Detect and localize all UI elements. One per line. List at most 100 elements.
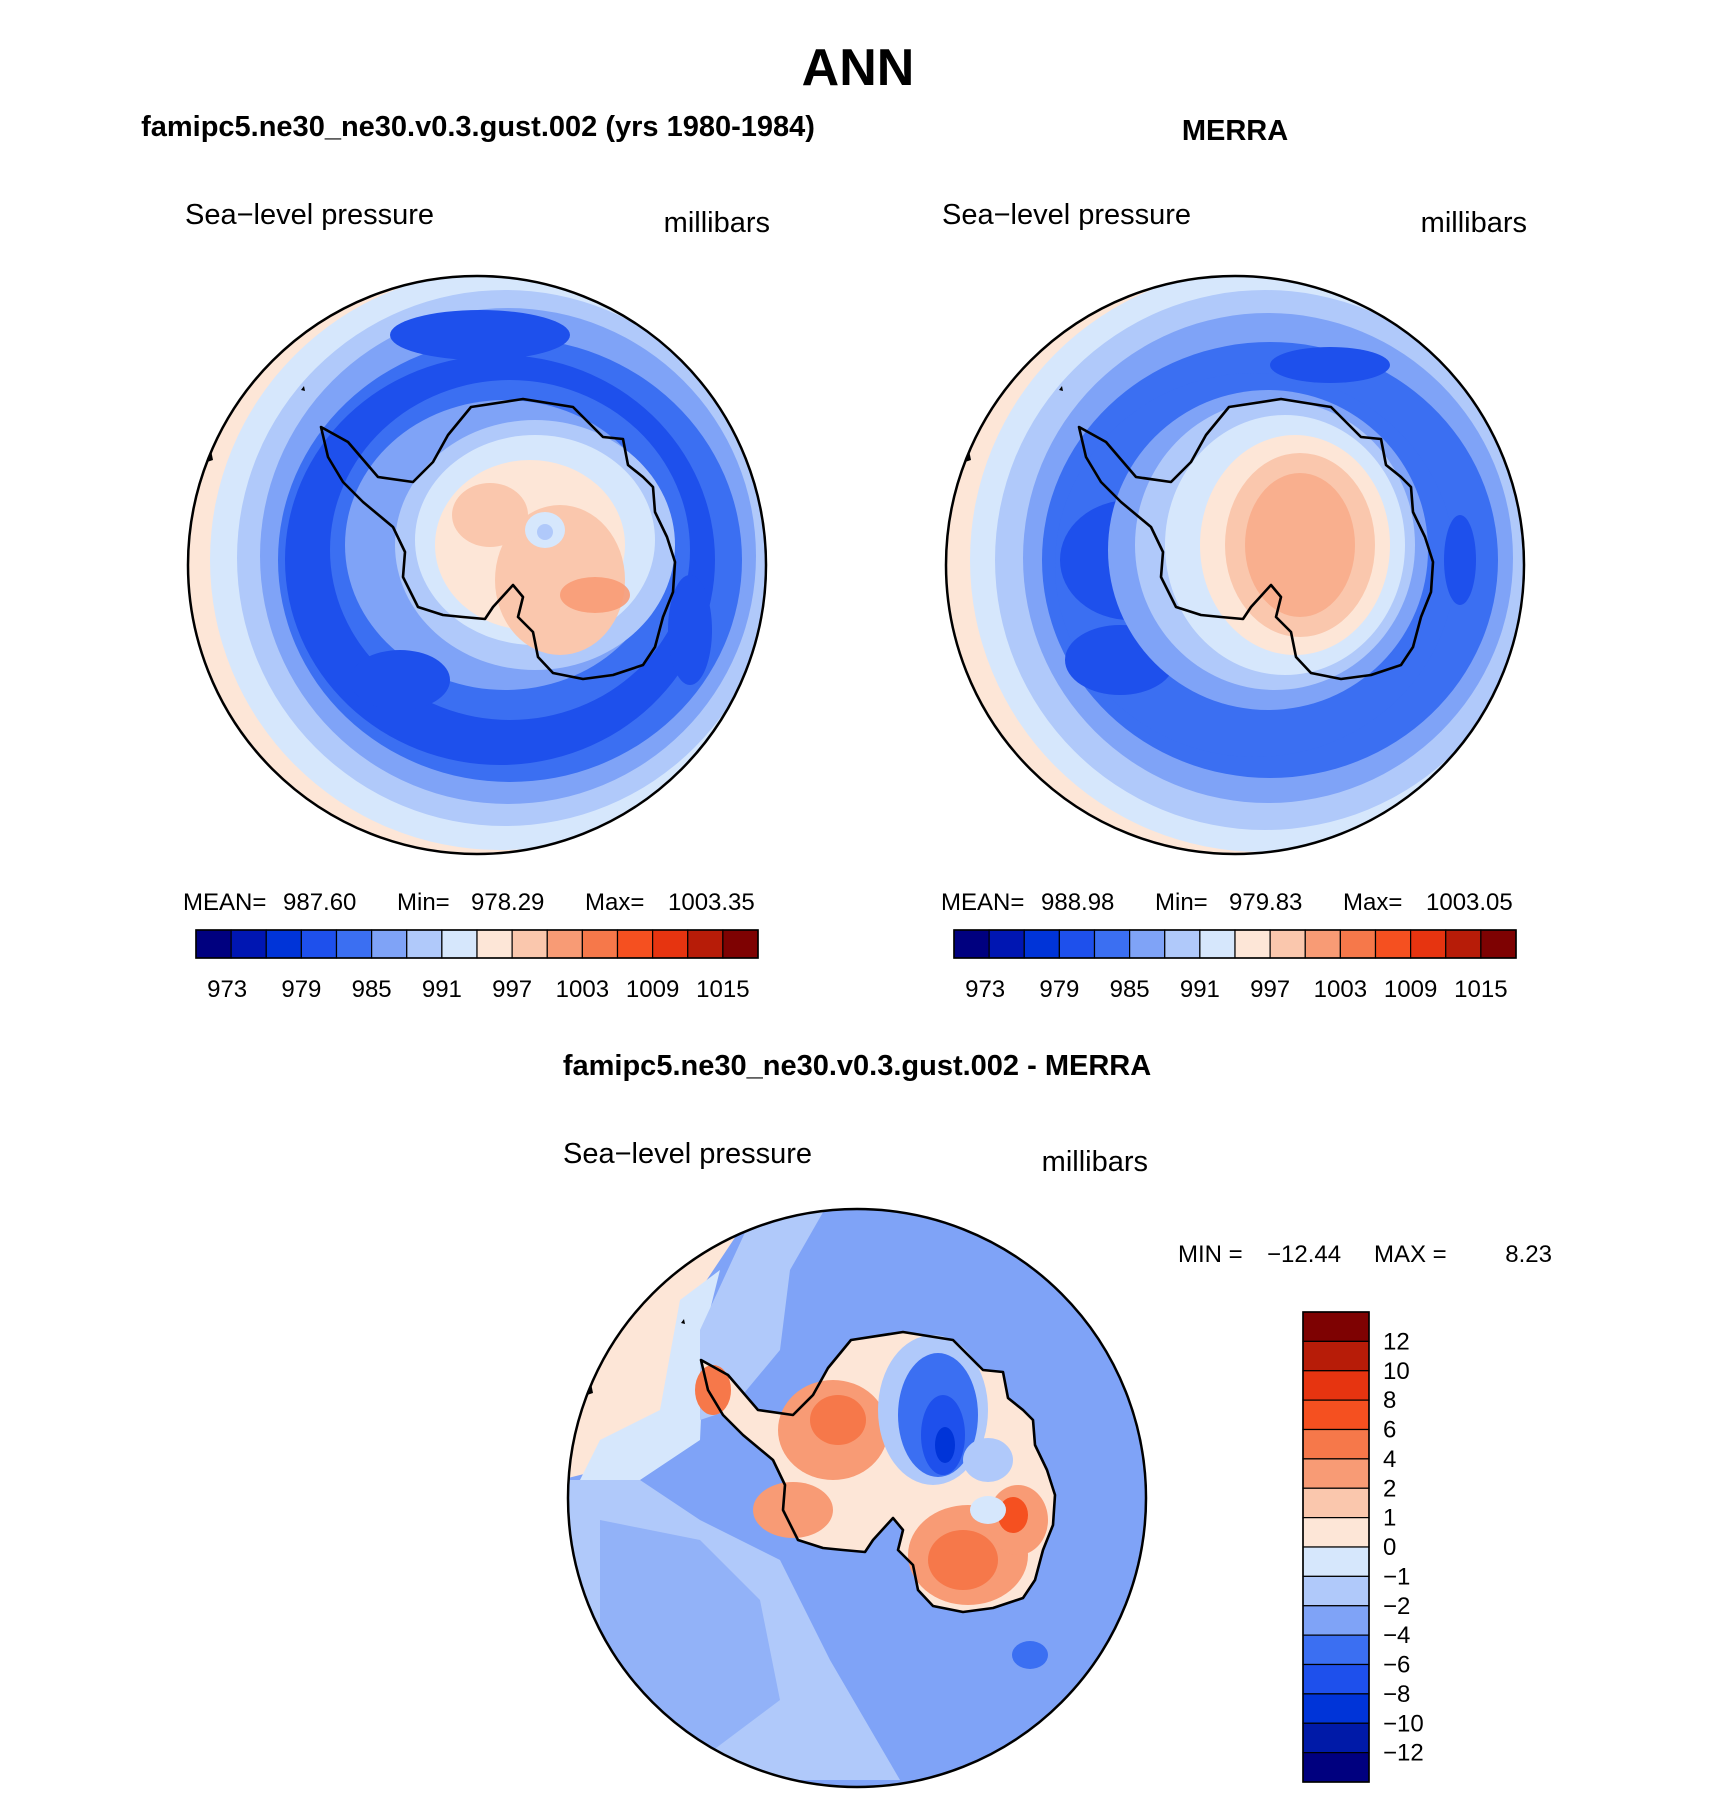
panel-model-colorbar-swatch [335,929,373,959]
panel-diff-colorbar-tick-label: −4 [1383,1622,1410,1649]
panel-model: famipc5.ne30_ne30.v0.3.gust.002 (yrs 198… [141,111,815,1003]
panel-merra-colorbar-swatch [1129,929,1166,959]
panel-model-colorbar-tick-label: 991 [422,976,462,1003]
panel-merra-map [946,276,1524,854]
panel-diff-colorbar-tick-label: −6 [1383,1652,1410,1679]
panel-merra-colorbar-tick-label: 985 [1110,976,1150,1003]
panel-merra-colorbar-swatch [988,929,1025,959]
panel-merra-colorbar: 973 979 985 991 997 1003 1009 1015 [953,929,1517,1003]
panel-merra-colorbar-swatch [1374,929,1412,959]
panel-merra-colorbar-swatch [953,929,990,959]
panel-merra-stats-max-label: Max= [1343,889,1402,916]
panel-diff-colorbar-tick-label: −8 [1383,1681,1410,1708]
panel-diff-colorbar-tick-label: 6 [1383,1417,1396,1444]
panel-model-colorbar-tick-label: 1015 [696,976,749,1003]
panel-model-colorbar-swatch [581,929,619,959]
panel-model-colorbar-tick-label: 997 [492,976,532,1003]
panel-diff-colorbar-tick-label: 10 [1383,1358,1410,1385]
panel-model-map [188,276,766,854]
panel-model-stats-mean: 987.60 [283,889,356,916]
panel-model-colorbar-swatch [265,929,302,959]
panel-model-stats-min-label: Min= [397,889,450,916]
panel-diff-stats-max-label: MAX = [1374,1241,1447,1268]
panel-diff-colorbar-swatch [1302,1752,1370,1783]
panel-merra-colorbar-tick-label: 1015 [1454,976,1507,1003]
panel-diff-map [568,1209,1146,1787]
panel-diff-colorbar-swatch [1302,1663,1370,1695]
panel-diff-colorbar-tick-label: −2 [1383,1593,1410,1620]
panel-merra-colorbar-frame [953,929,1517,959]
panel-merra-units: millibars [1421,207,1527,239]
panel-model-stats-max-label: Max= [585,889,644,916]
panel-diff-colorbar-swatch [1302,1634,1370,1666]
panel-diff-colorbar-swatch [1302,1693,1370,1724]
panel-merra-stats-mean: 988.98 [1041,889,1114,916]
panel-merra-colorbar-swatch [1234,929,1271,959]
panel-diff-colorbar-tick-label: −12 [1383,1740,1424,1767]
panel-diff-colorbar-tick-label: 12 [1383,1328,1410,1355]
panel-model-colorbar-swatch [300,929,338,959]
panel-merra-colorbar-swatch [1339,929,1377,959]
panel-diff: famipc5.ne30_ne30.v0.3.gust.002 - MERRA … [563,1050,1552,1789]
main-title: ANN [802,39,915,97]
panel-model-colorbar-tick-label: 1009 [626,976,679,1003]
panel-model-colorbar-swatch [546,929,583,959]
panel-diff-colorbar-swatch [1302,1605,1370,1636]
panel-merra-colorbar-tick-label: 979 [1039,976,1079,1003]
panel-diff-stats-min-label: MIN = [1178,1241,1243,1268]
panel-merra-variable: Sea−level pressure [942,199,1191,231]
panel-merra: MERRA Sea−level pressure millibars [941,115,1527,1003]
panel-diff-colorbar-swatch [1302,1546,1370,1577]
panel-merra-colorbar-tick-label: 997 [1250,976,1290,1003]
panel-model-colorbar-swatch [441,929,478,959]
panel-merra-colorbar-swatch [1093,929,1131,959]
panel-diff-variable: Sea−level pressure [563,1138,812,1170]
panel-merra-colorbar-tick-label: 1009 [1384,976,1437,1003]
panel-model-stats-min: 978.29 [471,889,544,916]
panel-diff-colorbar-tick-label: 4 [1383,1446,1396,1473]
panel-merra-colorbar-swatch [1023,929,1060,959]
panel-merra-colorbar-swatch [1164,929,1201,959]
panel-model-colorbar-tick-label: 973 [207,976,247,1003]
panel-diff-colorbar-swatch [1302,1399,1370,1431]
panel-model-units: millibars [664,207,770,239]
panel-merra-colorbar-tick-label: 991 [1180,976,1220,1003]
panel-model-map-border [186,274,768,856]
panel-diff-colorbar-tick-label: −1 [1383,1563,1410,1590]
panel-diff-map-border [566,1207,1148,1789]
panel-model-colorbar-swatch [195,929,232,959]
panel-merra-colorbar-swatch [1480,929,1517,959]
panel-model-colorbar-tick-label: 985 [352,976,392,1003]
panel-model-colorbar-swatch [476,929,513,959]
panel-diff-colorbar-swatch [1302,1517,1370,1548]
panel-diff-colorbar-tick-label: 8 [1383,1387,1396,1414]
panel-diff-colorbar-tick-label: 0 [1383,1534,1396,1561]
panel-model-colorbar-swatch [722,929,759,959]
panel-merra-map-border [944,274,1526,856]
panel-merra-colorbar-tick-label: 1003 [1314,976,1367,1003]
panel-diff-colorbar-swatch [1302,1458,1370,1489]
panel-merra-colorbar-tick-label: 973 [965,976,1005,1003]
panel-model-variable: Sea−level pressure [185,199,434,231]
panel-merra-colorbar-swatch [1058,929,1096,959]
panel-model-colorbar-swatch [406,929,443,959]
panel-merra-title: MERRA [1182,115,1288,147]
panel-merra-colorbar-swatch [1269,929,1306,959]
panel-diff-colorbar-swatch [1302,1575,1370,1607]
panel-model-title: famipc5.ne30_ne30.v0.3.gust.002 (yrs 198… [141,111,815,143]
panel-diff-units: millibars [1042,1146,1148,1178]
panel-diff-colorbar-tick-label: 2 [1383,1475,1396,1502]
panel-merra-stats-min: 979.83 [1229,889,1302,916]
panel-model-colorbar-swatch [652,929,689,959]
panel-model-colorbar-swatch [616,929,654,959]
panel-diff-colorbar-swatch [1302,1722,1370,1754]
panel-model-stats-max: 1003.35 [668,889,755,916]
panel-merra-colorbar-swatch [1199,929,1236,959]
panel-diff-colorbar-swatch [1302,1370,1370,1401]
panel-model-stats-mean-label: MEAN= [183,889,266,916]
panel-diff-colorbar-swatch [1302,1487,1370,1519]
panel-diff-colorbar-tick-label: 1 [1383,1505,1396,1532]
panel-merra-colorbar-swatch [1304,929,1341,959]
panel-merra-stats-mean-label: MEAN= [941,889,1024,916]
